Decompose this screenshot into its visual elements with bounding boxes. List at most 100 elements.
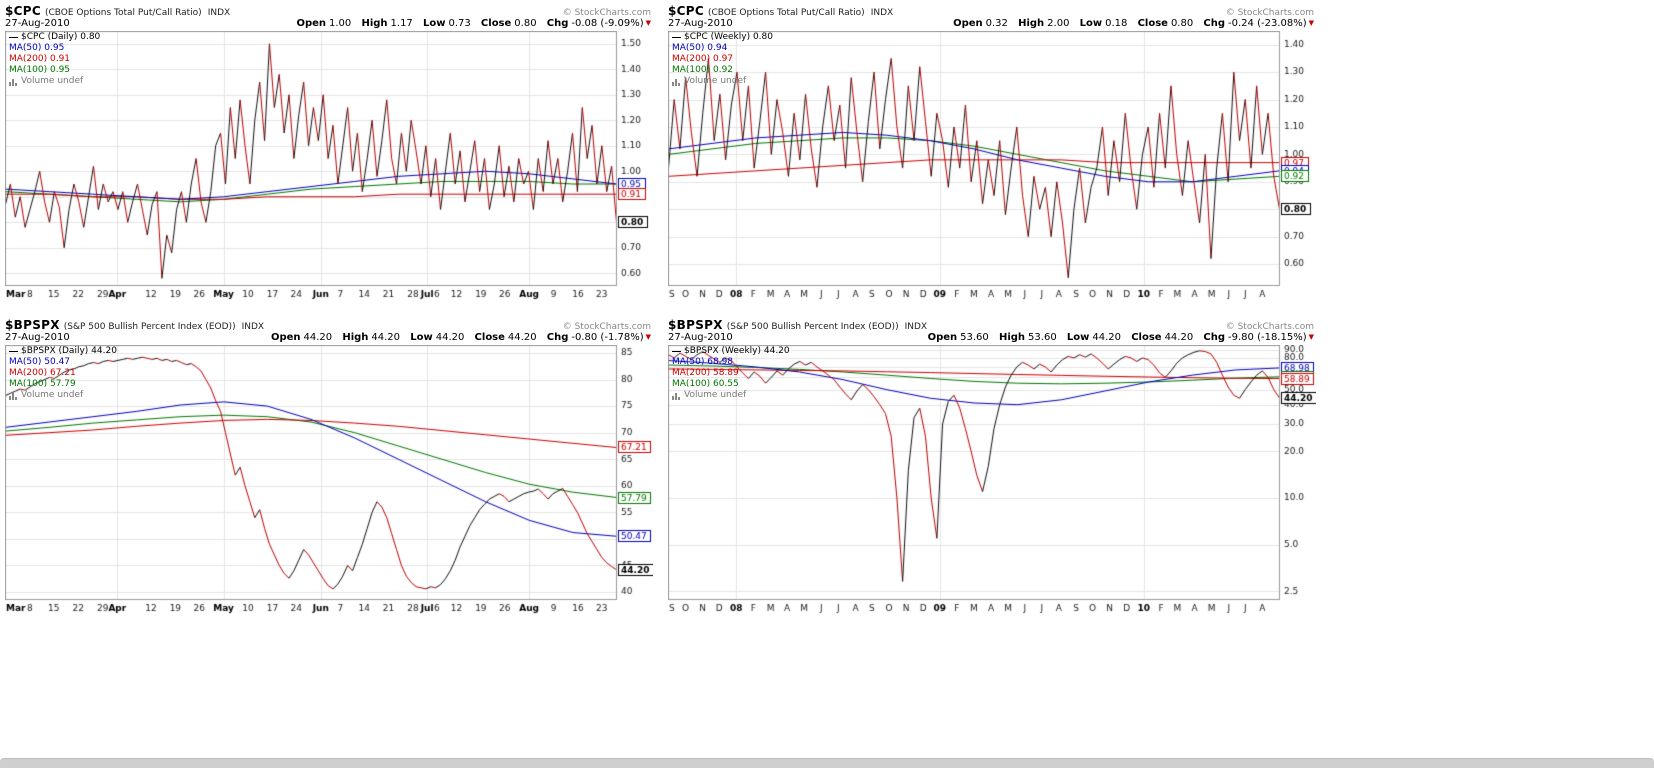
open-value: 44.20: [303, 332, 333, 343]
bottom-scroll-edge: [0, 758, 1654, 768]
close-label: Close: [1137, 18, 1168, 29]
legend-label: Volume undef: [684, 76, 747, 86]
down-arrow-icon: ▼: [1308, 333, 1314, 341]
line-swatch-icon: [9, 37, 18, 38]
chart-symbol: $BPSPX: [5, 318, 60, 332]
chart-symbol: $CPC: [5, 4, 41, 18]
legend-entry: Volume undef: [672, 76, 773, 87]
chart-info-row: 27-Aug-2010 Open 53.60 High 53.60 Low 44.20…: [668, 332, 1316, 345]
low-value: 44.20: [1092, 332, 1121, 343]
ohlc-quote: Open 1.00 High 1.17 Low 0.73 Close 0.80 Chg -…: [296, 18, 653, 29]
chart-info-row: 27-Aug-2010 Open 44.20 High 44.20 Low 44.20…: [5, 332, 653, 345]
chart-symbol: $CPC: [668, 4, 704, 18]
high-label: High: [361, 18, 388, 29]
price-chart-canvas: [668, 31, 1316, 301]
price-chart-canvas: [668, 345, 1316, 615]
legend-entry: $BPSPX (Weekly) 44.20: [672, 346, 790, 357]
chart-info-row: 27-Aug-2010 Open 1.00 High 1.17 Low 0.73 Cl…: [5, 18, 653, 31]
chart-panel-cpc-weekly: $CPC (CBOE Options Total Put/Call Ratio)…: [668, 4, 1316, 304]
legend-label: MA(200) 58.89: [672, 368, 739, 378]
high-value: 44.20: [371, 332, 401, 343]
chg-label: Chg: [546, 332, 569, 343]
close-value: 44.20: [1164, 332, 1194, 343]
price-chart-canvas: [5, 345, 653, 615]
plot-area: $CPC (Daily) 0.80 MA(50) 0.95 MA(200) 0.…: [5, 31, 653, 301]
chart-legend: $CPC (Daily) 0.80 MA(50) 0.95 MA(200) 0.…: [9, 32, 100, 87]
ohlc-quote: Open 53.60 High 53.60 Low 44.20 Close 44.20 …: [928, 332, 1316, 343]
chart-description: (S&P 500 Bullish Percent Index (EOD)): [63, 322, 236, 332]
legend-label: Volume undef: [21, 76, 84, 86]
chart-title-row: $BPSPX (S&P 500 Bullish Percent Index (E…: [668, 318, 1316, 332]
chart-description: (CBOE Options Total Put/Call Ratio): [707, 8, 865, 18]
legend-entry: MA(100) 57.79: [9, 379, 117, 390]
chg-label: Chg: [1203, 18, 1226, 29]
legend-label: MA(50) 50.47: [9, 357, 71, 367]
low-value: 0.18: [1105, 18, 1128, 29]
chart-date: 27-Aug-2010: [5, 332, 70, 343]
chart-title-row: $BPSPX (S&P 500 Bullish Percent Index (E…: [5, 318, 653, 332]
high-value: 2.00: [1047, 18, 1070, 29]
ohlc-quote: Open 44.20 High 44.20 Low 44.20 Close 44.20 …: [271, 332, 653, 343]
high-value: 1.17: [390, 18, 413, 29]
close-value: 44.20: [507, 332, 537, 343]
legend-label: MA(100) 0.95: [9, 65, 71, 75]
legend-entry: MA(100) 0.95: [9, 65, 100, 76]
volume-bars-icon: [9, 392, 18, 400]
legend-label: MA(100) 0.92: [672, 65, 734, 75]
legend-label: MA(200) 67.21: [9, 368, 76, 378]
chart-description: (S&P 500 Bullish Percent Index (EOD)): [726, 322, 899, 332]
legend-entry: Volume undef: [9, 76, 100, 87]
open-label: Open: [953, 18, 983, 29]
open-value: 1.00: [329, 18, 352, 29]
legend-label: $CPC (Daily) 0.80: [21, 32, 101, 42]
open-label: Open: [927, 332, 958, 343]
plot-area: $BPSPX (Daily) 44.20 MA(50) 50.47 MA(200…: [5, 345, 653, 615]
chg-label: Chg: [1203, 332, 1226, 343]
legend-entry: MA(200) 58.89: [672, 368, 790, 379]
legend-label: $CPC (Weekly) 0.80: [684, 32, 773, 42]
chg-value: -9.80 (-18.15%): [1228, 332, 1307, 343]
legend-entry: MA(50) 68.98: [672, 357, 790, 368]
chart-title-row: $CPC (CBOE Options Total Put/Call Ratio)…: [5, 4, 653, 18]
close-label: Close: [1131, 332, 1162, 343]
plot-area: $BPSPX (Weekly) 44.20 MA(50) 68.98 MA(20…: [668, 345, 1316, 615]
chart-date: 27-Aug-2010: [668, 18, 733, 29]
chart-exchange: INDX: [207, 8, 231, 18]
chg-value: -0.08 (-9.09%): [571, 18, 644, 29]
stockcharts-attribution: © StockCharts.com: [562, 8, 651, 18]
legend-label: MA(100) 57.79: [9, 379, 76, 389]
volume-bars-icon: [672, 78, 681, 86]
chg-label: Chg: [546, 18, 569, 29]
chart-panel-bpspx-daily: $BPSPX (S&P 500 Bullish Percent Index (E…: [5, 318, 653, 618]
legend-entry: $CPC (Weekly) 0.80: [672, 32, 773, 43]
chart-date: 27-Aug-2010: [5, 18, 70, 29]
line-swatch-icon: [672, 351, 681, 352]
high-label: High: [998, 332, 1026, 343]
legend-label: $BPSPX (Daily) 44.20: [21, 346, 117, 356]
line-swatch-icon: [9, 351, 18, 352]
legend-label: MA(50) 0.94: [672, 43, 728, 53]
legend-entry: MA(100) 0.92: [672, 65, 773, 76]
chart-legend: $BPSPX (Weekly) 44.20 MA(50) 68.98 MA(20…: [672, 346, 790, 401]
legend-entry: MA(50) 0.95: [9, 43, 100, 54]
stockcharts-attribution: © StockCharts.com: [1225, 322, 1314, 332]
legend-entry: MA(100) 60.55: [672, 379, 790, 390]
legend-entry: MA(200) 67.21: [9, 368, 117, 379]
legend-entry: Volume undef: [9, 390, 117, 401]
low-value: 44.20: [435, 332, 465, 343]
chart-date: 27-Aug-2010: [668, 332, 733, 343]
chart-info-row: 27-Aug-2010 Open 0.32 High 2.00 Low 0.18 Cl…: [668, 18, 1316, 31]
high-label: High: [1018, 18, 1045, 29]
chart-legend: $CPC (Weekly) 0.80 MA(50) 0.94 MA(200) 0…: [672, 32, 773, 87]
legend-entry: MA(200) 0.91: [9, 54, 100, 65]
legend-entry: Volume undef: [672, 390, 790, 401]
low-label: Low: [422, 18, 446, 29]
legend-entry: MA(50) 50.47: [9, 357, 117, 368]
low-label: Low: [1066, 332, 1090, 343]
open-label: Open: [270, 332, 301, 343]
legend-label: MA(200) 0.97: [672, 54, 734, 64]
legend-label: MA(50) 68.98: [672, 357, 734, 367]
price-chart-canvas: [5, 31, 653, 301]
legend-label: MA(100) 60.55: [672, 379, 739, 389]
